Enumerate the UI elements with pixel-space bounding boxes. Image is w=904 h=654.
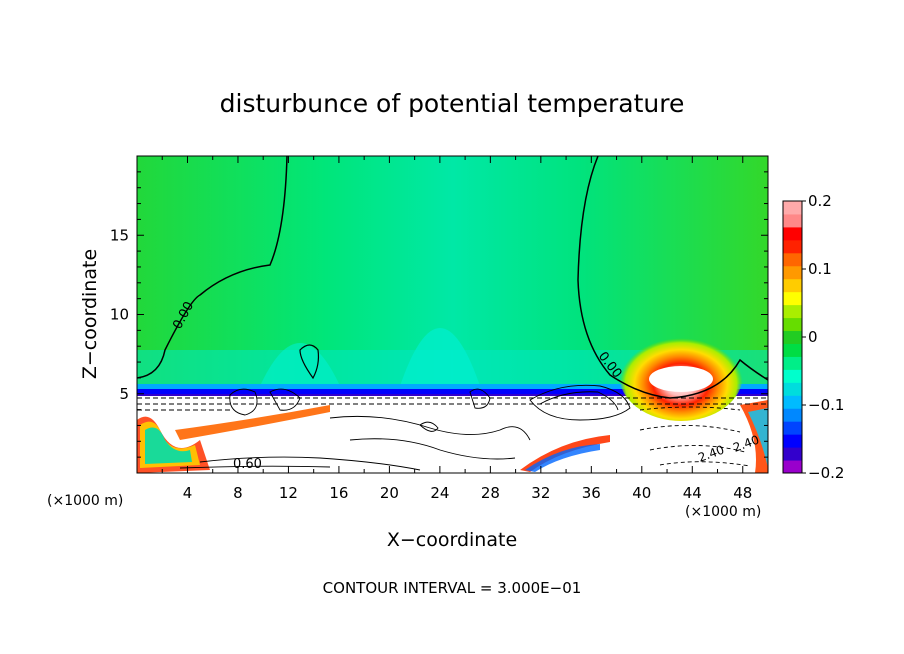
contour-field: 0.00 0.00 0.60 2.40 2.40 — [137, 156, 768, 473]
colorbar-swatch — [783, 421, 802, 435]
colorbar-tick-label: −0.2 — [808, 464, 844, 482]
colorbar: 0.2 0.1 0 −0.1 −0.2 — [782, 192, 844, 482]
x-tick-label: 36 — [582, 484, 601, 502]
x-tick-label: 32 — [531, 484, 550, 502]
colorbar-swatch — [783, 460, 802, 474]
x-tick-label: 16 — [329, 484, 348, 502]
colorbar-swatch — [783, 291, 802, 306]
colorbar-tick-label: 0.1 — [808, 260, 832, 278]
x-unit-right: (×1000 m) — [685, 504, 761, 520]
colorbar-swatch — [783, 201, 802, 215]
colorbar-swatch — [783, 226, 802, 241]
colorbar-swatch — [783, 369, 802, 383]
contour-interval-footer: CONTOUR INTERVAL = 3.000E−01 — [323, 579, 582, 597]
colorbar-swatch — [783, 213, 802, 228]
colorbar-tick-label: −0.1 — [808, 396, 844, 414]
contour-label: 0.60 — [233, 457, 262, 472]
y-tick-label: 15 — [110, 226, 129, 244]
x-tick-label: 44 — [683, 484, 702, 502]
colorbar-swatch — [783, 343, 802, 357]
x-tick-label: 12 — [279, 484, 298, 502]
colorbar-swatch — [783, 408, 802, 422]
x-unit-left: (×1000 m) — [47, 493, 123, 509]
colorbar-swatch — [783, 395, 802, 409]
colorbar-swatch — [783, 382, 802, 396]
y-tick-label: 5 — [119, 385, 129, 403]
x-tick-label: 8 — [233, 484, 243, 502]
colorbar-swatch — [783, 265, 802, 280]
x-axis-label: X−coordinate — [387, 529, 517, 551]
x-tick-label: 28 — [481, 484, 500, 502]
colorbar-tick-label: 0.2 — [808, 192, 832, 210]
colorbar-swatch — [783, 447, 802, 461]
colorbar-swatch — [783, 252, 802, 267]
colorbar-swatch — [783, 239, 802, 254]
x-tick-label: 40 — [632, 484, 651, 502]
y-axis-label: Z−coordinate — [79, 249, 101, 379]
x-tick-label: 4 — [183, 484, 193, 502]
x-tick-label: 48 — [733, 484, 752, 502]
colorbar-tick-label: 0 — [808, 328, 818, 346]
colorbar-swatch — [783, 317, 802, 332]
colorbar-swatch — [783, 330, 802, 344]
colorbar-swatch — [783, 304, 802, 319]
x-tick-label: 24 — [430, 484, 449, 502]
y-tick-label: 10 — [110, 306, 129, 324]
x-tick-label: 20 — [380, 484, 399, 502]
chart-title: disturbunce of potential temperature — [220, 89, 685, 118]
colorbar-swatch — [783, 356, 802, 370]
colorbar-swatch — [783, 278, 802, 293]
colorbar-swatch — [783, 434, 802, 448]
